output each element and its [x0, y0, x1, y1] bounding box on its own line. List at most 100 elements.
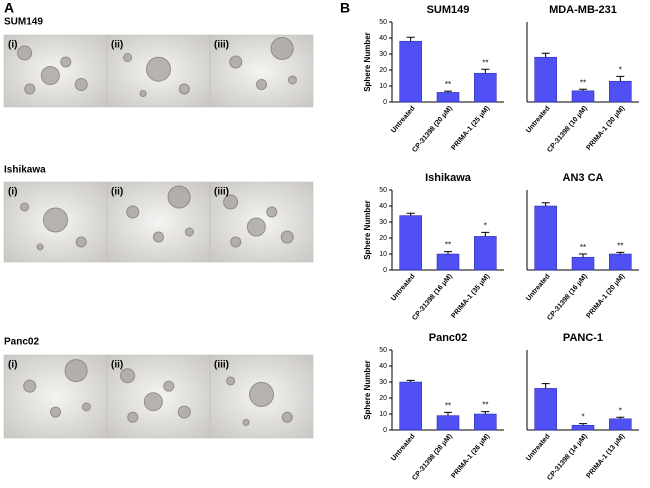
sphere [127, 411, 139, 423]
sphere [17, 45, 33, 61]
significance: ** [580, 243, 586, 252]
image-label: (ii) [111, 40, 123, 51]
sphere [64, 359, 88, 383]
sphere [139, 90, 147, 97]
error-bar [406, 212, 415, 216]
image-label: (iii) [214, 40, 229, 51]
error-bar [541, 52, 550, 58]
sphere [266, 206, 278, 218]
y-tick-label: 30 [379, 379, 387, 386]
x-tick-label: Untreated [525, 433, 551, 463]
bar [534, 205, 557, 271]
significance: * [484, 222, 487, 231]
error-bar [444, 90, 452, 93]
sphere [40, 66, 60, 85]
sphere [249, 381, 274, 407]
sphere [75, 236, 87, 248]
bar [571, 90, 595, 103]
y-tick-label: 40 [379, 203, 387, 210]
sphere [163, 380, 175, 392]
y-tick-label: 50 [379, 187, 387, 194]
sphere [43, 207, 68, 233]
error-bar [406, 36, 415, 42]
error-bar [541, 202, 550, 206]
image-label: (i) [8, 360, 17, 371]
significance: * [581, 413, 584, 422]
significance: ** [617, 242, 623, 251]
significance: * [619, 406, 622, 415]
sphere [120, 368, 136, 384]
error-bar [481, 231, 490, 237]
x-tick-label: PRIMA-1 (30 μM) [585, 105, 626, 152]
sphere [280, 230, 294, 244]
row-title: Panc02 [4, 337, 39, 348]
sphere [287, 75, 297, 85]
bar [534, 56, 557, 103]
x-tick-label: PRIMA-1 (25 μM) [450, 105, 491, 152]
sphere [24, 83, 36, 95]
chart-title: SUM149 [427, 4, 470, 16]
bar [436, 415, 460, 431]
bar [609, 418, 632, 431]
x-tick-label: PRIMA-1 (35 μM) [450, 273, 491, 320]
error-bar [444, 411, 452, 416]
sphere [230, 236, 242, 248]
x-tick-label: Untreated [390, 273, 416, 303]
sphere [270, 37, 294, 60]
x-tick-label: Untreated [390, 433, 416, 463]
image-label: (iii) [214, 187, 229, 198]
error-bar [579, 423, 587, 426]
chart-title: PANC-1 [563, 332, 603, 344]
error-bar [616, 416, 625, 419]
error-bar [616, 251, 625, 254]
y-tick-label: 30 [379, 51, 387, 58]
bar [399, 215, 422, 271]
image-label: (ii) [111, 360, 123, 371]
chart-title: MDA-MB-231 [549, 4, 617, 16]
sphere [143, 392, 163, 412]
x-tick-label: CP-31398 (10 μM) [546, 105, 589, 154]
y-tick-label: 40 [379, 35, 387, 42]
x-tick-label: PRIMA-1 (20 μM) [585, 273, 626, 320]
y-tick-label: 10 [379, 251, 387, 258]
significance: ** [445, 402, 451, 411]
sphere [256, 79, 267, 90]
chart-title: AN3 CA [563, 172, 604, 184]
x-tick-label: PRIMA-1 (26 μM) [450, 433, 491, 480]
bar [571, 424, 595, 431]
sphere [36, 243, 44, 251]
sphere [20, 202, 30, 212]
error-bar [579, 253, 587, 258]
panel-label: B [340, 0, 350, 16]
sphere [126, 205, 140, 219]
row-title: SUM149 [4, 17, 43, 28]
sphere [223, 194, 239, 210]
significance: ** [445, 80, 451, 89]
sphere [74, 78, 88, 91]
x-tick-label: Untreated [390, 105, 416, 135]
sphere [81, 402, 91, 412]
sphere [23, 379, 37, 393]
x-tick-label: CP-31398 (28 μM) [411, 433, 454, 482]
significance: ** [482, 401, 488, 410]
sphere [281, 411, 293, 423]
y-tick-label: 20 [379, 67, 387, 74]
bar [474, 413, 497, 431]
x-tick-label: CP-31398 (20 μM) [411, 105, 454, 154]
chart-title: Ishikawa [425, 172, 472, 184]
sphere [229, 55, 243, 69]
y-tick-label: 50 [379, 347, 387, 354]
image-label: (i) [8, 187, 17, 198]
x-tick-label: Untreated [525, 105, 551, 135]
micrograph [209, 34, 314, 108]
x-tick-label: CP-31398 (14 μM) [546, 433, 589, 482]
bar [609, 80, 632, 103]
error-bar [541, 383, 550, 389]
sphere [146, 56, 171, 82]
y-tick-label: 20 [379, 235, 387, 242]
bar [399, 381, 422, 431]
bar [436, 253, 460, 271]
x-tick-label: CP-31398 (16 μM) [546, 273, 589, 322]
sphere [50, 406, 61, 418]
